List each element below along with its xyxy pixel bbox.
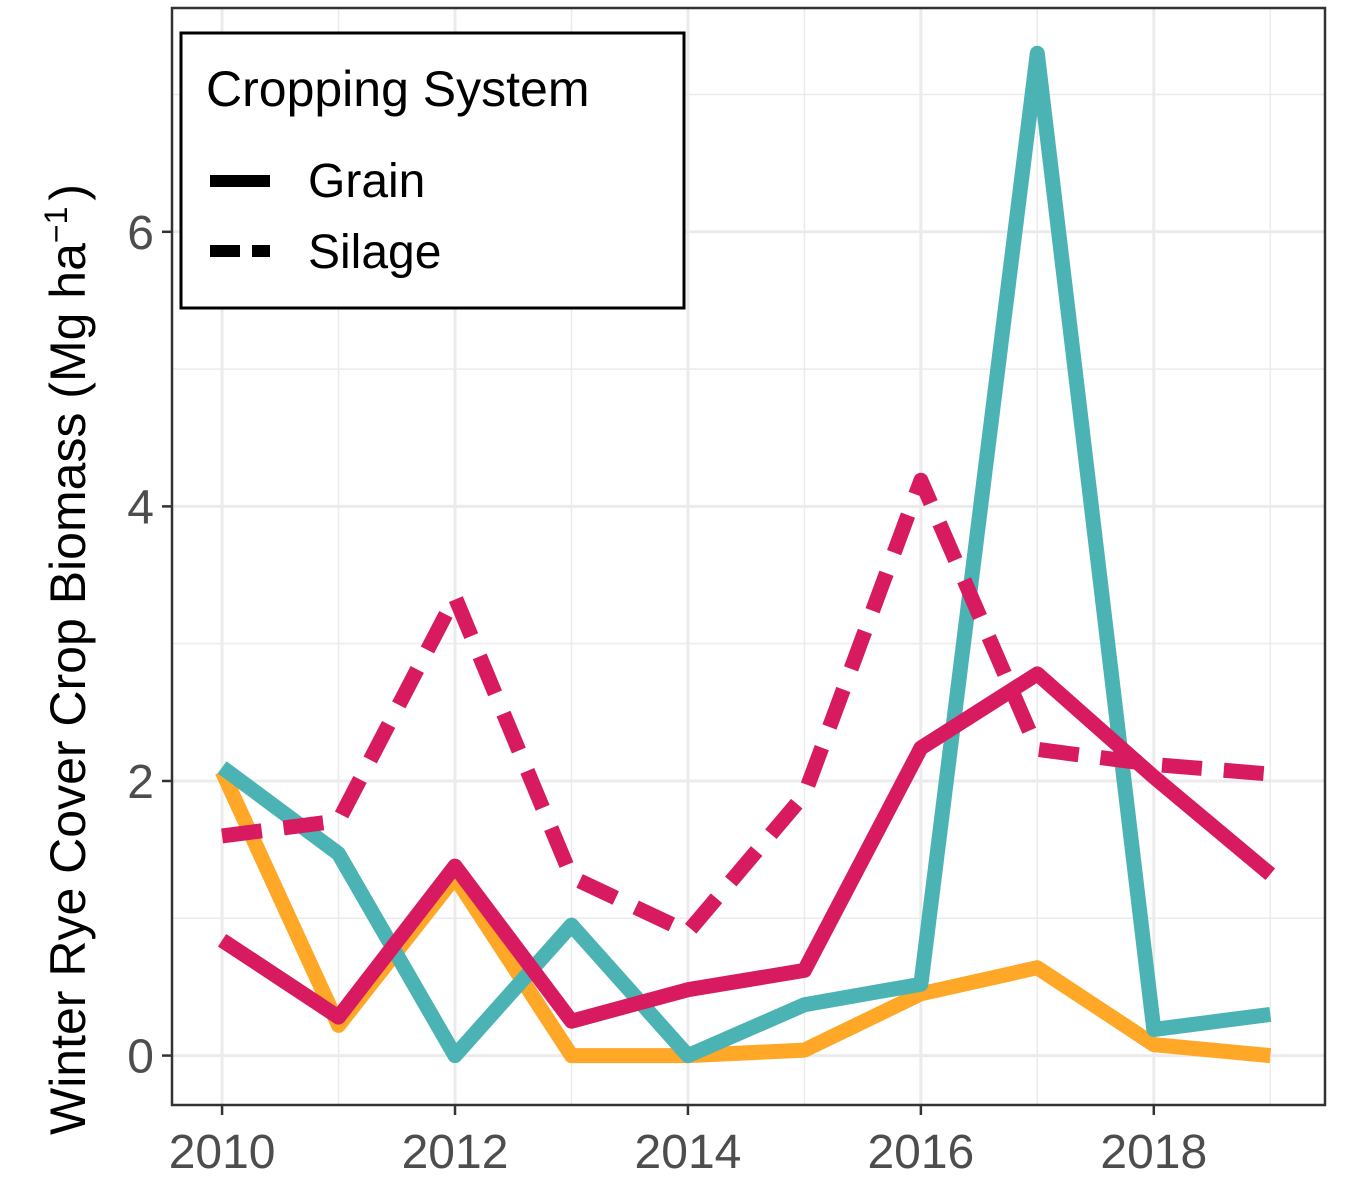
series-line-2 — [217, 45, 1272, 1064]
y-tick-label: 6 — [127, 207, 154, 260]
y-axis-title: Winter Rye Cover Crop Biomass (Mg ha−1) — [38, 184, 96, 1135]
x-tick-label: 2010 — [169, 1126, 276, 1179]
y-axis-title-superscript: −1 — [38, 207, 74, 243]
y-axis-title-close: ) — [40, 184, 96, 201]
x-tick-label: 2014 — [635, 1126, 742, 1179]
legend-label-grain: Grain — [308, 155, 425, 208]
plot-border — [170, 6, 1327, 1107]
x-tick-label: 2012 — [402, 1126, 509, 1179]
x-tick-label: 2018 — [1100, 1126, 1207, 1179]
legend-box — [179, 31, 686, 310]
legend-label-silage: Silage — [308, 226, 441, 279]
y-axis-title-main: Winter Rye Cover Crop Biomass (Mg ha — [40, 243, 96, 1135]
y-tick-label: 4 — [127, 481, 154, 534]
legend: Cropping System Grain Silage — [179, 31, 686, 310]
y-axis: 0 2 4 6 — [127, 207, 172, 1084]
legend-title: Cropping System — [206, 61, 590, 117]
x-tick-label: 2016 — [867, 1126, 974, 1179]
series-line-3 — [217, 666, 1276, 1029]
y-tick-label: 2 — [127, 756, 154, 809]
series-line-4-dashed — [221, 472, 1271, 940]
x-axis: 2010 2012 2014 2016 2018 — [169, 1105, 1207, 1179]
y-tick-label: 0 — [127, 1031, 154, 1084]
series-lines — [215, 45, 1276, 1064]
